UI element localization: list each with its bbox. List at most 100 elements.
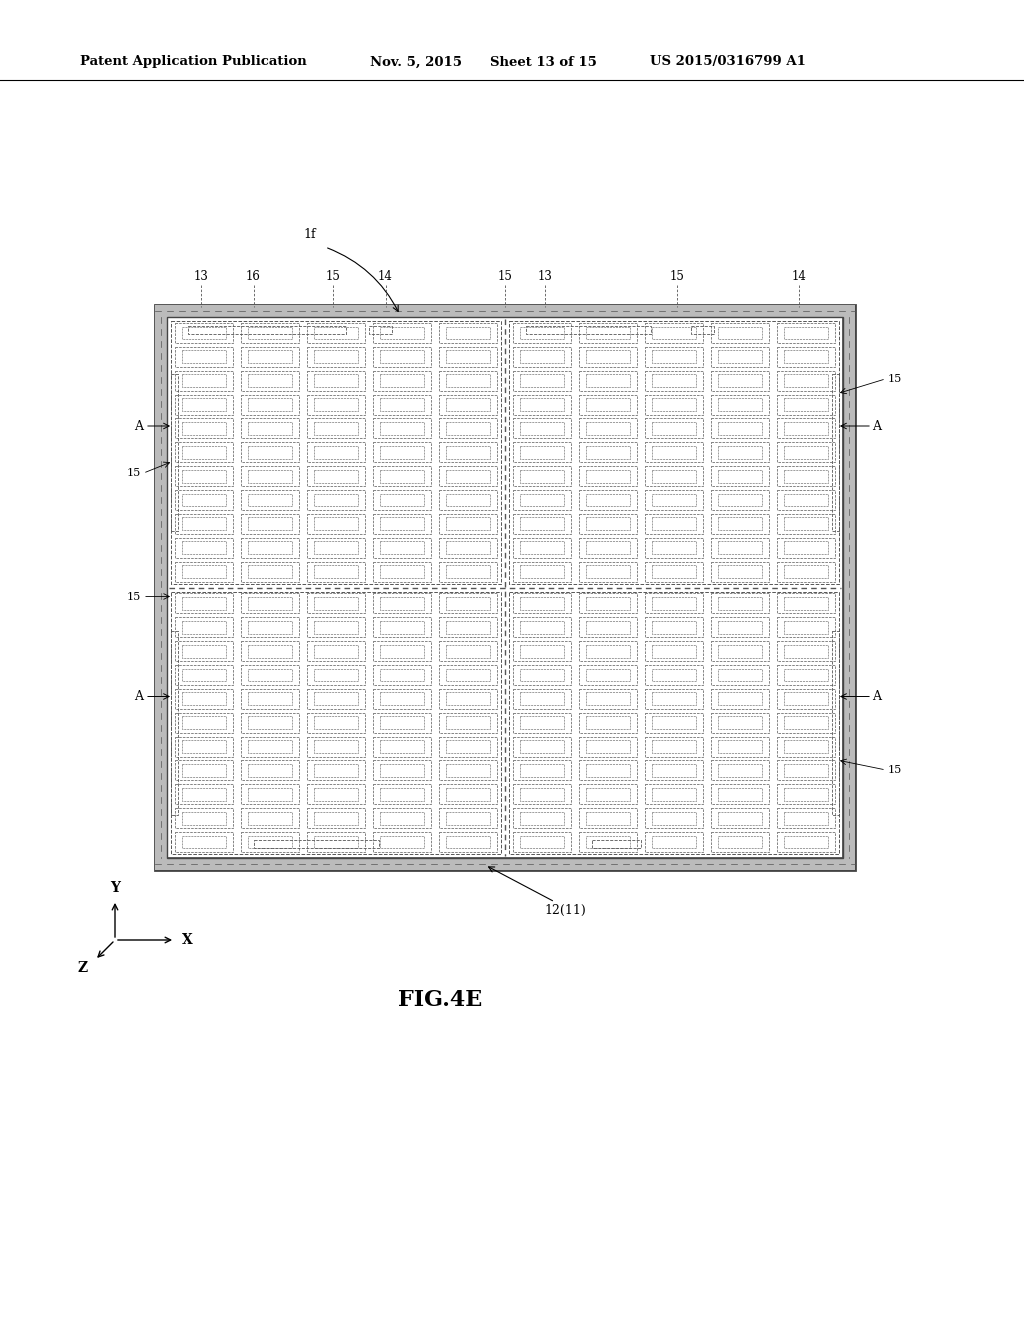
Bar [439, 561, 497, 582]
Bar [373, 561, 431, 582]
Bar [718, 836, 762, 849]
Bar [513, 618, 571, 638]
Bar [182, 517, 226, 531]
Bar [520, 693, 564, 705]
Bar [439, 442, 497, 462]
Bar [314, 764, 358, 777]
Bar [439, 665, 497, 685]
Bar [777, 347, 835, 367]
Bar [645, 347, 703, 367]
Bar [171, 591, 501, 854]
Bar [445, 565, 490, 578]
Bar [513, 537, 571, 558]
Bar [579, 418, 637, 438]
Bar [182, 565, 226, 578]
Bar [241, 323, 299, 343]
Bar [241, 395, 299, 414]
Bar [248, 422, 292, 434]
Bar [718, 375, 762, 387]
Bar [777, 760, 835, 780]
Bar [307, 561, 365, 582]
Bar [525, 326, 651, 334]
Bar [520, 597, 564, 610]
Bar [167, 317, 843, 858]
Bar [652, 812, 696, 825]
Bar [373, 784, 431, 804]
Bar [307, 760, 365, 780]
Bar [784, 620, 828, 634]
Bar [718, 541, 762, 554]
Bar [314, 812, 358, 825]
Bar [784, 375, 828, 387]
Bar [445, 494, 490, 507]
Bar [513, 418, 571, 438]
Bar [711, 513, 769, 533]
Bar [520, 375, 564, 387]
Bar [586, 517, 630, 531]
Text: 14: 14 [378, 271, 393, 284]
Bar [439, 466, 497, 486]
Bar [711, 737, 769, 756]
Bar [445, 446, 490, 458]
Bar [645, 371, 703, 391]
Bar [241, 737, 299, 756]
Bar [307, 713, 365, 733]
Bar [182, 693, 226, 705]
Bar [373, 737, 431, 756]
Bar [373, 442, 431, 462]
Bar [513, 594, 571, 614]
Bar [513, 737, 571, 756]
Bar [718, 597, 762, 610]
Bar [645, 442, 703, 462]
Bar [241, 642, 299, 661]
Bar [711, 642, 769, 661]
Bar [579, 665, 637, 685]
Bar [586, 399, 630, 411]
Bar [248, 669, 292, 681]
Bar [645, 513, 703, 533]
Bar [248, 517, 292, 531]
Bar [314, 375, 358, 387]
Bar [718, 565, 762, 578]
Bar [711, 689, 769, 709]
Bar [579, 395, 637, 414]
Bar [784, 669, 828, 681]
Bar [645, 561, 703, 582]
Bar [248, 470, 292, 483]
Bar [380, 494, 424, 507]
Bar [777, 537, 835, 558]
Bar [645, 490, 703, 510]
Bar [520, 620, 564, 634]
Bar [241, 561, 299, 582]
Bar [380, 565, 424, 578]
Bar [711, 395, 769, 414]
Bar [175, 618, 233, 638]
Bar [652, 494, 696, 507]
Bar [711, 784, 769, 804]
Bar [373, 760, 431, 780]
Bar [175, 418, 233, 438]
Bar [579, 808, 637, 828]
Bar [645, 689, 703, 709]
Bar [652, 717, 696, 729]
Text: 15: 15 [326, 271, 340, 284]
Bar [307, 689, 365, 709]
Bar [586, 446, 630, 458]
Bar [248, 836, 292, 849]
Bar [380, 741, 424, 752]
Bar [248, 812, 292, 825]
Bar [711, 618, 769, 638]
Bar [445, 836, 490, 849]
Bar [586, 375, 630, 387]
Bar [777, 442, 835, 462]
Bar [777, 642, 835, 661]
Bar [241, 665, 299, 685]
Bar [652, 669, 696, 681]
Bar [182, 446, 226, 458]
Bar [579, 371, 637, 391]
Bar [784, 741, 828, 752]
Bar [579, 466, 637, 486]
Bar [175, 808, 233, 828]
Bar [307, 832, 365, 853]
Bar [718, 422, 762, 434]
